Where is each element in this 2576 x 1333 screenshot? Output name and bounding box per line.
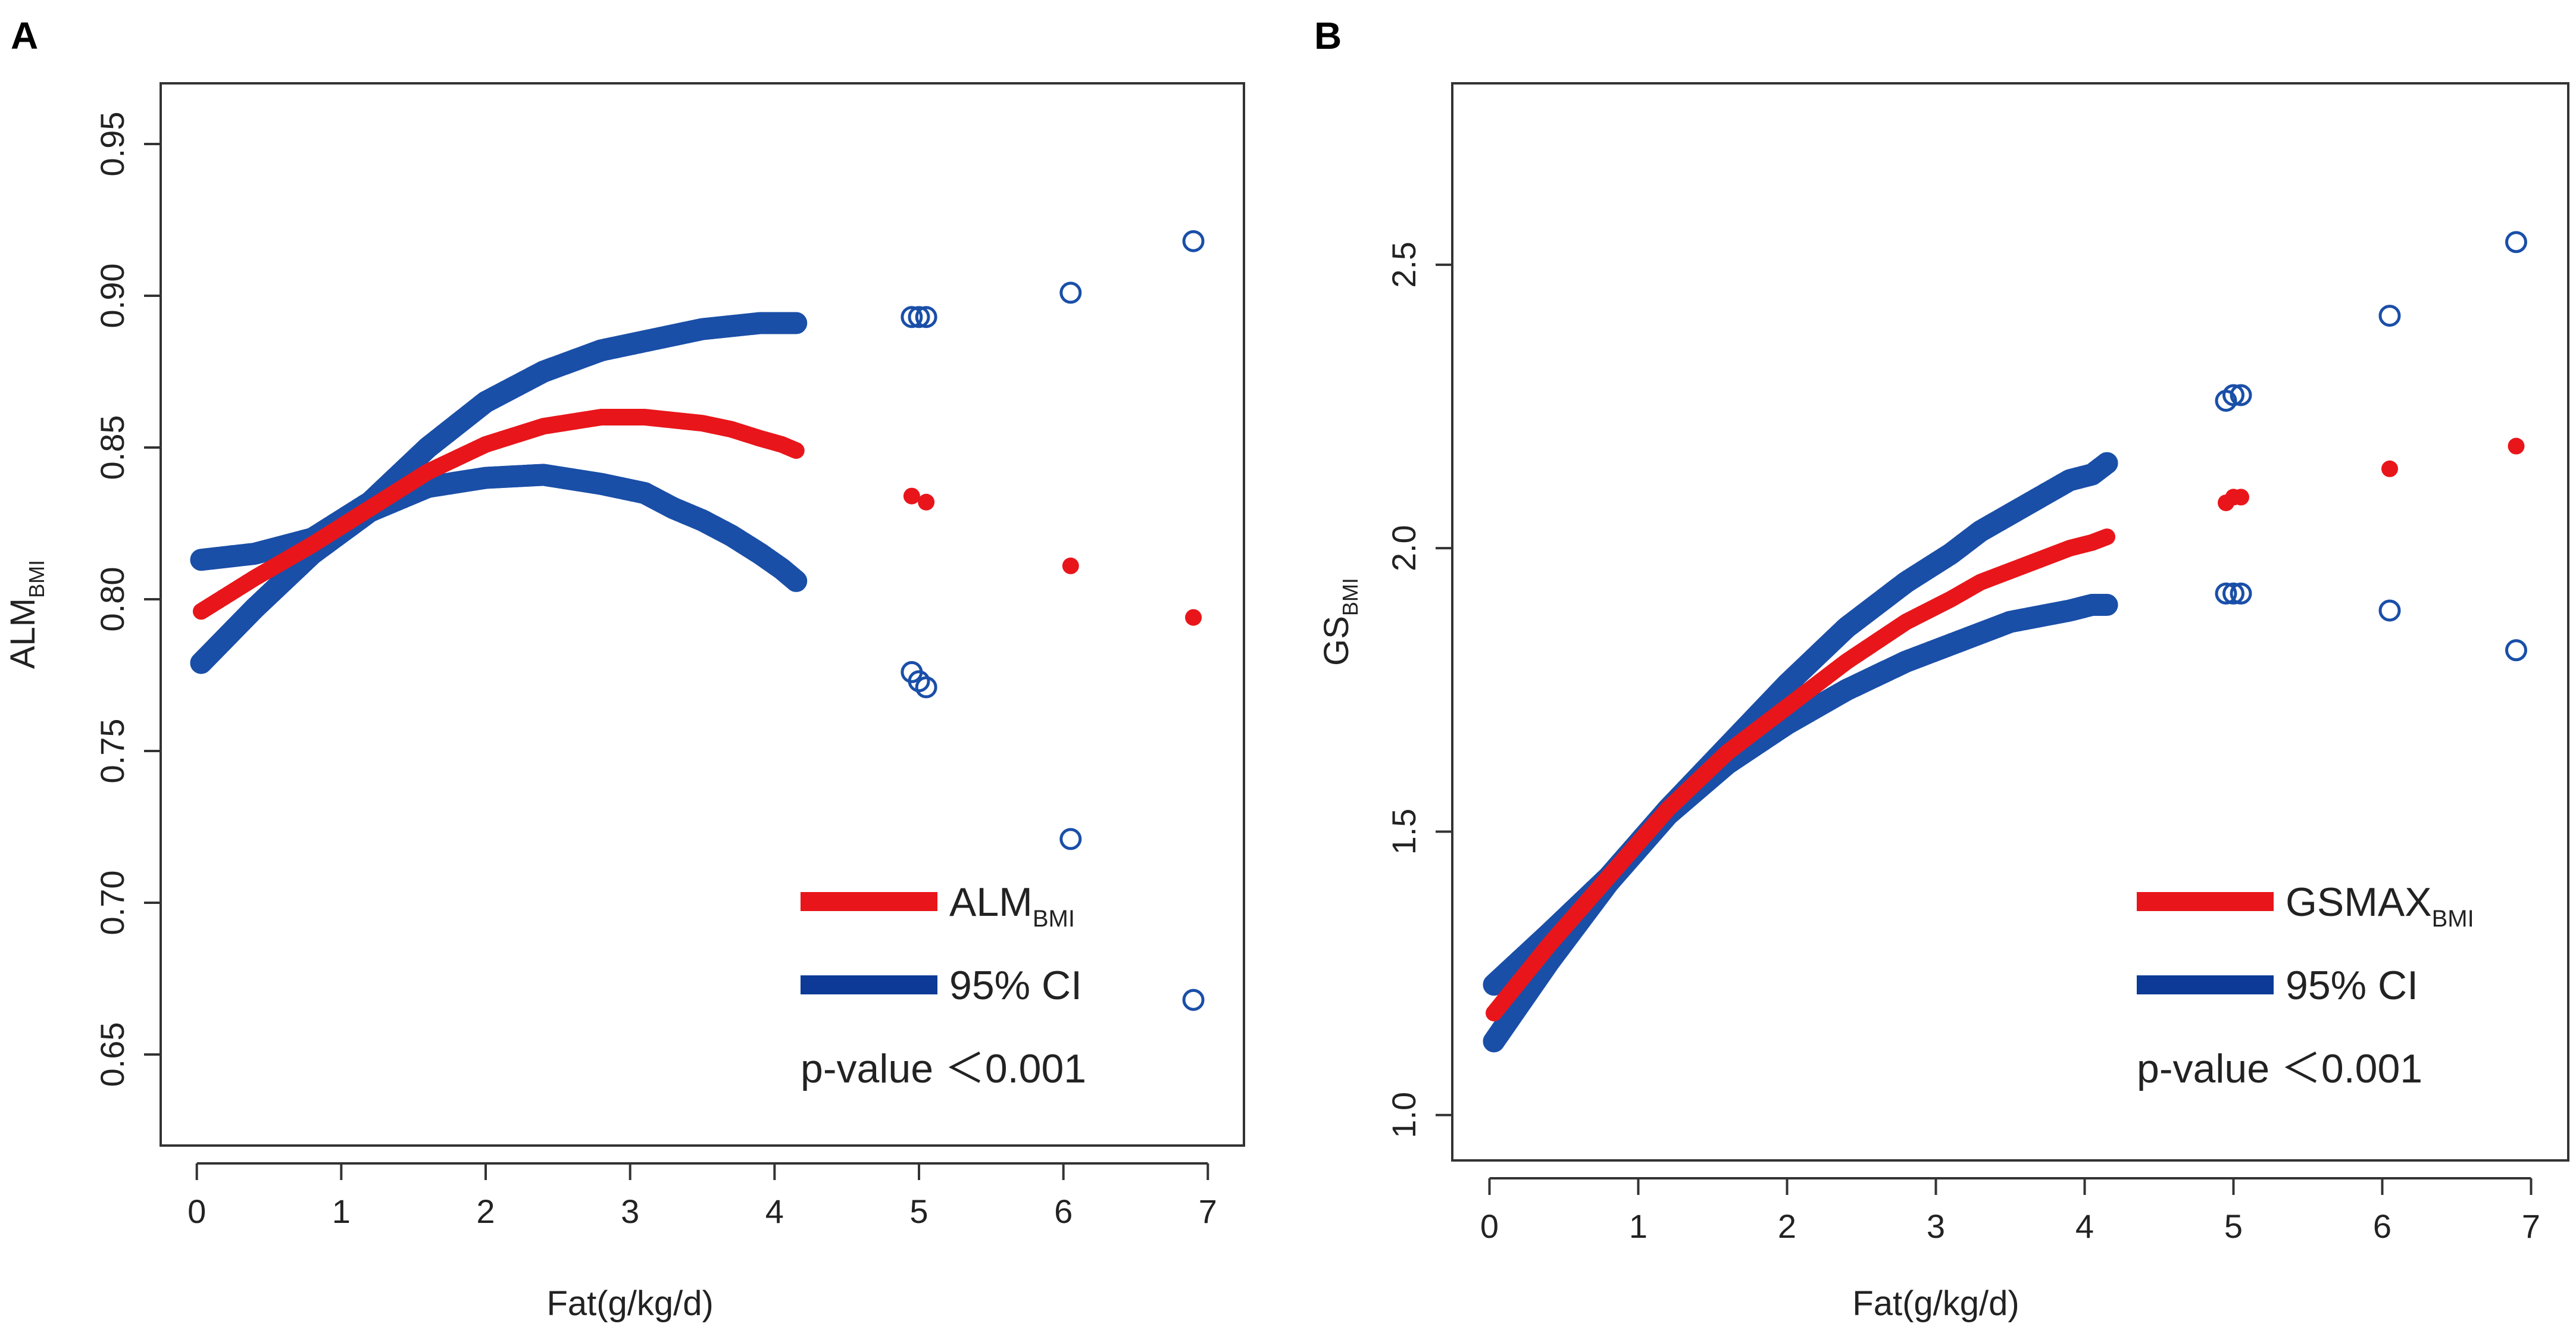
legend-label-sub: BMI xyxy=(1033,906,1075,932)
series-estimate xyxy=(192,409,1202,626)
p-value-annotation: p-value ＜0.001 xyxy=(801,1046,1086,1091)
p-value-annotation: p-value ＜0.001 xyxy=(2137,1046,2422,1091)
legend-label-sub: BMI xyxy=(2432,906,2474,932)
x-axis-title: Fat(g/kg/d) xyxy=(1852,1284,2019,1323)
y-tick-label: 2.0 xyxy=(1385,525,1423,571)
estimate-point xyxy=(1185,609,1202,626)
estimate-point xyxy=(2381,460,2398,477)
legend-label-main: 95% CI xyxy=(2286,963,2418,1008)
estimate-point xyxy=(2099,528,2115,546)
ci-point xyxy=(2215,582,2237,605)
legend: GSMAXBMI 95% CI p-value ＜0.001 xyxy=(2137,880,2474,1091)
x-tick-label: 5 xyxy=(2224,1207,2243,1245)
y-tick-label: 1.5 xyxy=(1385,809,1423,855)
x-tick-label: 3 xyxy=(1927,1207,1945,1245)
ci-point xyxy=(1182,988,1205,1011)
x-tick-label: 7 xyxy=(2522,1207,2540,1245)
y-tick-label: 0.85 xyxy=(93,415,131,480)
ci-point xyxy=(1059,281,1082,304)
x-tick-label: 2 xyxy=(476,1193,495,1230)
chart-panel-a: A 0 1 2 3 4 5 6 7 0.65 0.70 0.75 0.80 0.85 0.90 0.95 Fat… xyxy=(4,14,1245,1323)
panel-letter: B xyxy=(1314,14,1342,57)
y-tick-label: 0.70 xyxy=(93,871,131,935)
y-axis-title: ALMBMI xyxy=(4,560,49,669)
ci-point xyxy=(915,676,937,699)
estimate-point xyxy=(1062,557,1079,574)
series-estimate xyxy=(1486,437,2525,1022)
legend: ALMBMI 95% CI p-value ＜0.001 xyxy=(801,880,1086,1091)
estimate-point xyxy=(2233,489,2249,506)
y-tick-label: 0.65 xyxy=(93,1022,131,1087)
plot-frame xyxy=(160,82,1245,1147)
x-tick-label: 7 xyxy=(1199,1193,1217,1230)
y-tick-label: 0.95 xyxy=(93,112,131,177)
legend-label-main: 95% CI xyxy=(949,963,1082,1008)
x-tick-label: 1 xyxy=(1629,1207,1647,1245)
estimate-point xyxy=(918,493,935,511)
ci-point xyxy=(785,312,808,334)
y-tick-label: 1.0 xyxy=(1385,1092,1423,1138)
y-axis-title-main: ALM xyxy=(4,598,42,669)
legend-label: GSMAXBMI xyxy=(2286,880,2474,932)
y-tick-label: 0.75 xyxy=(93,719,131,784)
ci-point xyxy=(2505,231,2527,254)
ci-point xyxy=(901,306,923,328)
estimate-point xyxy=(787,442,805,459)
x-tick-label: 0 xyxy=(1480,1207,1499,1245)
y-axis-title-sub: BMI xyxy=(24,560,49,598)
x-tick-label: 4 xyxy=(2075,1207,2094,1245)
y-axis-title: GSBMI xyxy=(1317,578,1362,666)
ci-point xyxy=(785,570,808,592)
y-axis-title-main: GS xyxy=(1317,616,1356,666)
panel-letter: A xyxy=(11,14,38,57)
x-tick-label: 3 xyxy=(621,1193,639,1230)
x-tick-label: 5 xyxy=(909,1193,928,1230)
ci-point xyxy=(908,306,930,328)
x-tick-label: 4 xyxy=(765,1193,784,1230)
y-tick-label: 2.5 xyxy=(1385,242,1423,288)
ci-point xyxy=(2505,639,2527,662)
series-ci-2 xyxy=(190,464,1205,1011)
ci-point xyxy=(2096,593,2118,616)
estimate-point xyxy=(903,487,920,505)
legend-label: ALMBMI xyxy=(949,880,1075,932)
y-tick-label: 0.90 xyxy=(93,264,131,328)
ci-point xyxy=(2096,452,2118,474)
x-tick-label: 6 xyxy=(1054,1193,1073,1230)
legend-label-main: ALM xyxy=(949,880,1033,925)
legend-label: 95% CI xyxy=(949,963,1082,1008)
estimate-point xyxy=(2508,437,2525,455)
x-tick-label: 1 xyxy=(332,1193,351,1230)
x-axis-title: Fat(g/kg/d) xyxy=(546,1284,713,1323)
ci-point xyxy=(915,306,937,328)
ci-point xyxy=(1059,828,1082,850)
x-tick-label: 6 xyxy=(2373,1207,2391,1245)
y-tick-label: 0.80 xyxy=(93,567,131,632)
ci-point xyxy=(2230,384,2252,406)
y-axis-title-sub: BMI xyxy=(1338,578,1362,616)
ci-point xyxy=(2378,305,2401,327)
ci-point xyxy=(2378,599,2401,622)
ci-point xyxy=(2222,384,2244,406)
ci-point xyxy=(2230,582,2252,605)
series-ci-1 xyxy=(1483,231,2527,996)
ci-point xyxy=(2222,582,2244,605)
plot-frame xyxy=(1451,82,2569,1162)
x-tick-label: 2 xyxy=(1778,1207,1796,1245)
x-tick-label: 0 xyxy=(187,1193,206,1230)
legend-label: 95% CI xyxy=(2286,963,2418,1008)
chart-panel-b: B0 1 2 3 4 5 6 71.01.52.02.5Fat(g/kg/d)GSBMIGSM… xyxy=(1314,14,2569,1323)
legend-label-main: GSMAX xyxy=(2286,880,2432,925)
ci-point xyxy=(908,670,930,693)
ci-point xyxy=(1182,230,1205,252)
